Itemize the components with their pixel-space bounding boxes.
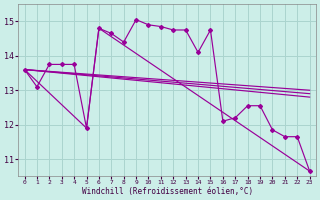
X-axis label: Windchill (Refroidissement éolien,°C): Windchill (Refroidissement éolien,°C) <box>82 187 253 196</box>
